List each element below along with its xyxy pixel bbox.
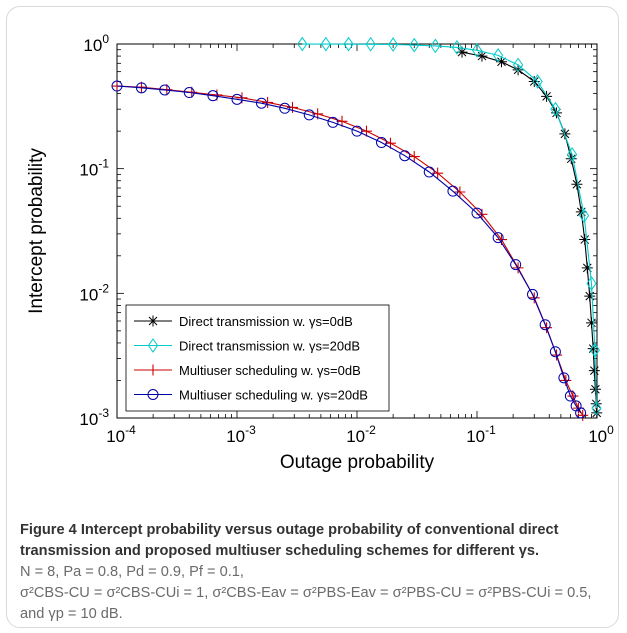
caption-parameters-2: σ²CBS-CU = σ²CBS-CUi = 1, σ²CBS-Eav = σ²… (20, 585, 592, 601)
data-point (471, 42, 483, 58)
data-point (343, 36, 354, 52)
data-point (409, 37, 420, 53)
data-point (183, 87, 195, 99)
data-point (586, 317, 598, 329)
legend-label: Multiuser scheduling w. γs=20dB (179, 388, 368, 403)
y-axis-label: Intercept probability (26, 148, 47, 314)
data-point (430, 38, 441, 54)
data-point (549, 346, 561, 358)
data-point (476, 50, 488, 62)
x-tick-label: 10-2 (346, 423, 376, 446)
x-tick-label: 10-1 (466, 423, 496, 446)
data-point (135, 82, 147, 94)
legend-marker (147, 315, 159, 327)
data-point (575, 407, 587, 419)
data-point (456, 46, 468, 58)
legend-label: Direct transmission w. γs=0dB (179, 314, 353, 329)
data-point (375, 137, 387, 149)
data-point (566, 147, 578, 162)
chart: 10-4 10-3 10-2 10-1 10010-310-210-1100Outage… (26, 32, 614, 473)
data-point (581, 262, 593, 274)
data-point (493, 48, 504, 63)
data-point (577, 409, 589, 421)
data-point (451, 39, 463, 55)
data-point (591, 400, 602, 416)
data-point (351, 125, 363, 137)
data-point (588, 365, 600, 377)
series-line-2 (302, 43, 598, 409)
x-tick-label: 100 (588, 423, 614, 446)
caption-parameters-3: and γp = 10 dB. (20, 606, 123, 622)
legend-label: Direct transmission w. γs=20dB (179, 339, 360, 354)
caption-heading: Figure 4 Intercept probability versus ou… (20, 520, 610, 562)
data-point (447, 185, 459, 197)
legend-box (125, 304, 390, 412)
data-point (510, 259, 522, 271)
data-point (262, 96, 274, 108)
data-point (159, 84, 171, 96)
data-point (471, 207, 483, 219)
legend-marker (147, 338, 159, 353)
data-point (327, 116, 339, 128)
data-point (492, 232, 504, 244)
y-tick-label: 10-1 (79, 157, 109, 180)
series-line-4 (116, 85, 582, 414)
data-point (565, 153, 577, 165)
caption-title: Intercept probability versus outage prob… (20, 522, 559, 559)
y-tick-label: 10-2 (79, 281, 109, 304)
data-point (408, 151, 420, 163)
x-tick-label: 10-4 (106, 423, 136, 446)
data-point (564, 390, 576, 402)
data-point (423, 166, 435, 178)
data-point (584, 290, 596, 302)
data-point (286, 101, 298, 113)
data-point (526, 288, 538, 300)
data-point (528, 76, 540, 88)
data-point (589, 383, 601, 395)
data-point (279, 102, 291, 114)
data-point (303, 109, 315, 121)
data-point (207, 90, 219, 102)
data-point (454, 186, 466, 198)
data-point (365, 36, 376, 52)
data-point (336, 115, 348, 127)
data-point (558, 372, 570, 384)
data-point (512, 57, 524, 73)
data-point (255, 97, 267, 109)
data-point (550, 101, 561, 117)
data-point (297, 36, 308, 52)
legend-marker (147, 389, 159, 400)
figure-caption: Figure 4 Intercept probability versus ou… (20, 520, 610, 625)
data-point (586, 276, 597, 291)
x-tick-label: 10-3 (226, 423, 256, 446)
legend-marker (147, 364, 159, 376)
data-point (571, 178, 583, 190)
series-line-1 (461, 51, 598, 413)
data-point (591, 407, 603, 419)
data-point (388, 37, 399, 52)
data-point (587, 343, 599, 355)
caption-parameters-1: N = 8, Pa = 0.8, Pd = 0.9, Pf = 0.1, (20, 564, 244, 580)
data-point (512, 64, 524, 76)
data-point (399, 150, 411, 162)
data-point (579, 234, 591, 246)
y-tick-label: 100 (83, 32, 109, 55)
figure-label: Figure 4 (20, 522, 77, 538)
legend-label: Multiuser scheduling w. γs=0dB (179, 363, 361, 378)
data-point (575, 206, 587, 218)
x-axis-label: Outage probability (280, 452, 435, 473)
data-point (578, 208, 590, 224)
data-point (532, 74, 543, 89)
y-tick-label: 10-3 (79, 406, 109, 429)
data-point (539, 319, 551, 331)
data-point (231, 93, 243, 105)
data-point (320, 36, 331, 52)
data-point (361, 125, 373, 137)
data-point (111, 80, 123, 92)
data-point (495, 56, 507, 68)
data-point (589, 342, 600, 358)
